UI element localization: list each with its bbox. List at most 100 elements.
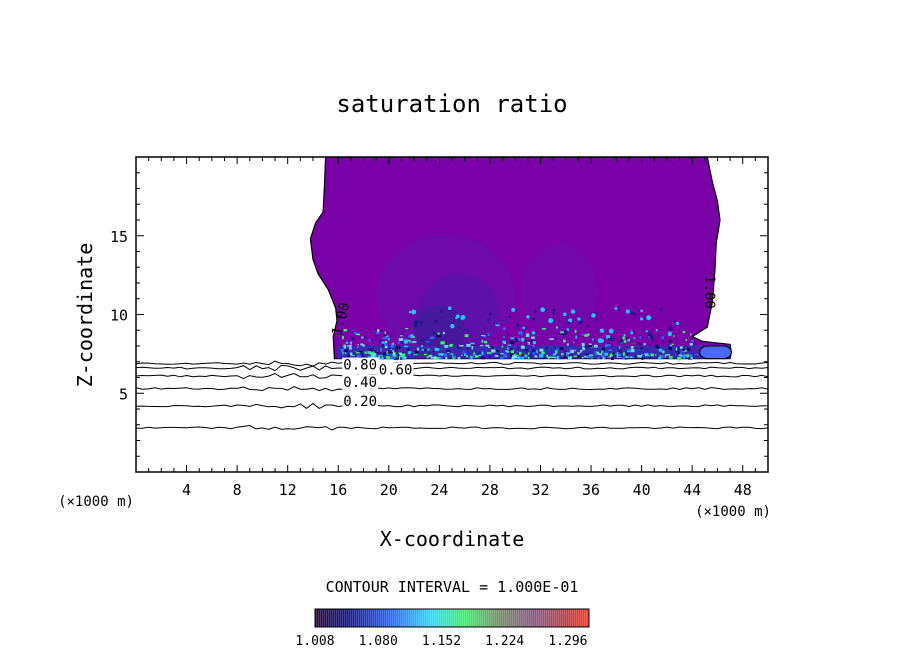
- turbulence-speckle: [433, 356, 437, 360]
- turbulence-speckle: [481, 339, 484, 343]
- turbulence-speckle: [365, 355, 367, 358]
- turbulence-speckle: [560, 331, 565, 334]
- cloud-base-tip: [699, 345, 732, 360]
- turbulence-speckle: [390, 356, 395, 360]
- turbulence-speckle: [676, 347, 681, 349]
- turbulence-speckle: [584, 345, 588, 349]
- turbulence-speckle: [592, 338, 594, 341]
- turbulence-speckle: [624, 355, 629, 359]
- turbulence-speckle: [448, 344, 452, 347]
- turbulence-speckle: [466, 355, 469, 358]
- turbulence-speckle: [408, 341, 413, 344]
- turbulence-speckle: [609, 354, 613, 358]
- turbulence-speckle: [635, 354, 640, 358]
- turbulence-speckle: [624, 337, 629, 340]
- turbulence-speckle: [503, 355, 508, 358]
- turbulence-speckle: [583, 356, 589, 358]
- turbulence-speckle: [416, 347, 419, 352]
- turbulence-speckle: [397, 352, 400, 357]
- x-tick-label: 24: [430, 481, 448, 499]
- turbulence-dot: [599, 328, 605, 333]
- x-unit-label-right: (×1000 m): [695, 504, 771, 520]
- turbulence-speckle: [347, 356, 349, 359]
- turbulence-speckle: [650, 353, 654, 357]
- contour-line: [136, 360, 768, 367]
- turbulence-speckle: [378, 355, 383, 357]
- turbulence-speckle: [588, 343, 592, 346]
- turbulence-speckle: [529, 353, 533, 357]
- turbulence-speckle: [510, 349, 514, 353]
- turbulence-speckle: [495, 324, 500, 327]
- turbulence-speckle: [428, 354, 433, 357]
- turbulence-speckle: [638, 343, 642, 346]
- turbulence-speckle: [412, 341, 417, 343]
- chart-title: saturation ratio: [336, 90, 567, 118]
- turbulence-speckle: [481, 335, 486, 337]
- turbulence-speckle: [389, 347, 392, 350]
- turbulence-speckle: [364, 351, 367, 354]
- turbulence-speckle: [532, 352, 536, 355]
- turbulence-speckle: [627, 338, 631, 342]
- turbulence-speckle: [506, 351, 510, 353]
- turbulence-speckle: [605, 344, 608, 347]
- turbulence-speckle: [575, 335, 578, 339]
- turbulence-speckle: [622, 357, 625, 360]
- contour-line: [136, 386, 768, 392]
- contour-label-halo: [342, 393, 379, 410]
- turbulence-speckle: [362, 344, 365, 347]
- turbulence-speckle: [519, 351, 522, 355]
- turbulence-dot: [554, 337, 557, 340]
- turbulence-dot: [563, 312, 567, 317]
- turbulence-speckle: [659, 355, 662, 357]
- turbulence-speckle: [673, 335, 675, 338]
- turbulence-speckle: [581, 356, 584, 359]
- turbulence-speckle: [474, 355, 479, 358]
- turbulence-dot: [568, 318, 573, 323]
- turbulence-dot: [508, 315, 512, 319]
- turbulence-dot: [614, 306, 618, 310]
- turbulence-dot: [440, 310, 443, 313]
- turbulence-speckle: [567, 356, 572, 360]
- turbulence-speckle: [430, 336, 435, 340]
- turbulence-speckle: [385, 335, 389, 338]
- turbulence-speckle: [623, 334, 626, 336]
- turbulence-speckle: [524, 354, 528, 358]
- turbulence-speckle: [556, 355, 560, 360]
- turbulence-speckle: [609, 353, 613, 356]
- turbulence-speckle: [627, 350, 632, 353]
- x-tick-label: 28: [481, 481, 499, 499]
- turbulence-speckle: [378, 356, 381, 358]
- turbulence-speckle: [450, 353, 454, 355]
- turbulence-speckle: [579, 349, 583, 352]
- turbulence-speckle: [390, 347, 393, 352]
- contour-label-halo: [342, 357, 379, 374]
- turbulence-speckle: [399, 335, 403, 337]
- turbulence-dot: [403, 339, 409, 344]
- turbulence-speckle: [467, 344, 471, 347]
- turbulence-speckle: [441, 354, 444, 356]
- turbulence-speckle: [481, 351, 484, 355]
- turbulence-speckle: [654, 344, 659, 347]
- turbulence-speckle: [517, 356, 521, 360]
- turbulence-speckle: [463, 329, 467, 331]
- turbulence-speckle: [439, 356, 443, 360]
- turbulence-dot: [674, 320, 677, 323]
- turbulence-speckle: [383, 334, 387, 337]
- x-tick-label: 48: [734, 481, 752, 499]
- turbulence-speckle: [580, 355, 583, 357]
- turbulence-speckle: [355, 333, 361, 336]
- turbulence-dot: [534, 310, 537, 313]
- turbulence-speckle: [646, 353, 649, 357]
- turbulence-speckle: [601, 347, 606, 351]
- turbulence-dot: [570, 309, 576, 314]
- contour-line: [136, 372, 768, 379]
- turbulence-speckle: [382, 337, 387, 339]
- turbulence-speckle: [426, 356, 429, 359]
- turbulence-speckle: [662, 352, 665, 354]
- colorbar-stripes: [315, 609, 589, 627]
- turbulence-speckle: [477, 352, 480, 355]
- turbulence-dot: [515, 323, 520, 327]
- turbulence-dot: [647, 332, 652, 337]
- turbulence-speckle: [668, 355, 673, 359]
